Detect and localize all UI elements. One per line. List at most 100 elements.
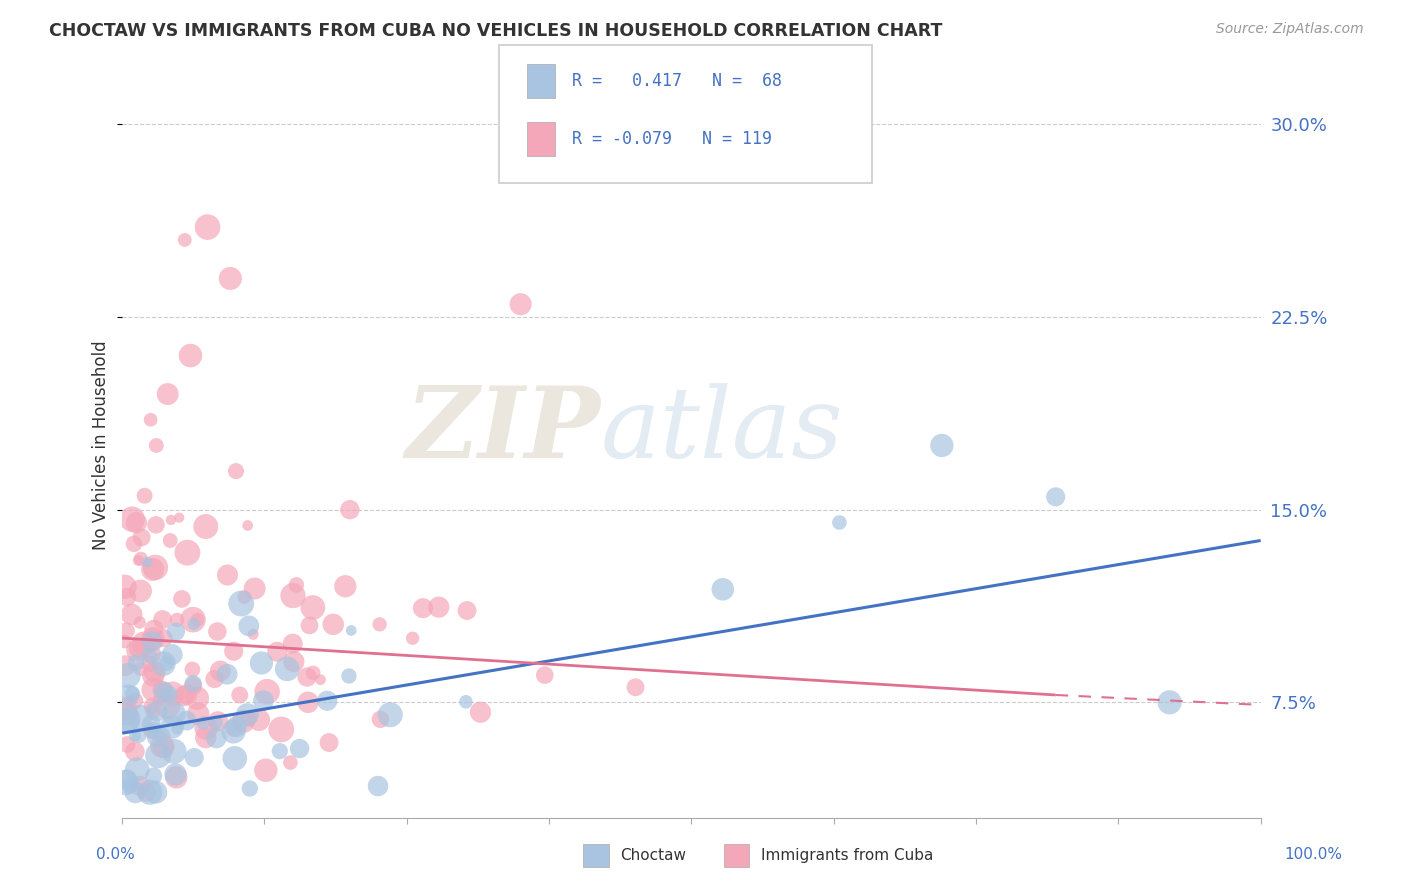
Point	[173, 233, 195, 247]
Point	[152, 657, 174, 671]
Point	[120, 693, 142, 707]
Text: ZIP: ZIP	[405, 383, 600, 479]
Point	[139, 785, 162, 799]
Point	[269, 744, 291, 758]
Point	[127, 763, 149, 777]
Point	[115, 624, 138, 638]
Point	[173, 690, 195, 704]
Point	[276, 662, 298, 676]
Point	[141, 647, 163, 661]
Point	[176, 546, 198, 560]
Point	[318, 735, 340, 749]
Point	[157, 688, 180, 702]
Point	[160, 720, 183, 734]
Point	[150, 682, 173, 697]
Point	[128, 641, 150, 656]
Point	[181, 613, 204, 627]
Point	[238, 619, 260, 633]
Point	[142, 622, 165, 636]
Point	[295, 670, 318, 684]
Point	[150, 739, 173, 753]
Point	[121, 512, 143, 526]
Point	[254, 764, 277, 778]
Point	[225, 464, 247, 478]
Point	[1045, 490, 1067, 504]
Point	[232, 714, 254, 729]
Point	[380, 707, 402, 722]
Text: Choctaw: Choctaw	[620, 848, 686, 863]
Point	[153, 685, 176, 699]
Point	[195, 721, 218, 735]
Point	[204, 672, 226, 686]
Point	[181, 662, 204, 676]
Point	[114, 658, 136, 673]
Point	[156, 387, 179, 401]
Point	[162, 687, 184, 701]
Point	[309, 673, 332, 687]
Point	[176, 714, 198, 728]
Y-axis label: No Vehicles in Household: No Vehicles in Household	[93, 341, 110, 550]
Point	[122, 537, 145, 551]
Point	[141, 717, 163, 731]
Point	[115, 590, 138, 604]
Point	[132, 637, 155, 651]
Point	[159, 533, 181, 548]
Point	[127, 553, 149, 567]
Point	[183, 750, 205, 764]
Point	[335, 579, 357, 593]
Point	[231, 597, 253, 611]
Point	[205, 731, 228, 745]
Text: 100.0%: 100.0%	[1285, 847, 1343, 862]
Point	[163, 744, 186, 758]
Point	[155, 657, 177, 671]
Point	[114, 580, 136, 594]
Point	[191, 715, 214, 730]
Point	[145, 438, 167, 452]
Point	[152, 740, 174, 755]
Point	[225, 720, 247, 734]
Point	[931, 438, 953, 452]
Text: Source: ZipAtlas.com: Source: ZipAtlas.com	[1216, 22, 1364, 37]
Point	[145, 730, 167, 744]
Point	[143, 723, 166, 738]
Point	[124, 729, 146, 743]
Point	[129, 551, 152, 566]
Point	[186, 691, 208, 706]
Point	[236, 707, 259, 722]
Text: R = -0.079   N = 119: R = -0.079 N = 119	[572, 130, 772, 148]
Point	[209, 664, 232, 678]
Point	[128, 615, 150, 630]
Point	[302, 665, 325, 680]
Point	[236, 518, 259, 533]
Point	[368, 617, 391, 632]
Point	[141, 698, 163, 713]
Point	[142, 668, 165, 682]
Point	[187, 706, 209, 721]
Point	[150, 729, 173, 743]
Point	[115, 714, 138, 728]
Point	[145, 517, 167, 532]
Point	[120, 778, 142, 792]
Point	[138, 648, 160, 663]
Point	[136, 555, 159, 569]
Point	[142, 682, 165, 697]
Point	[238, 712, 260, 726]
Point	[146, 704, 169, 718]
Point	[179, 349, 201, 363]
Text: CHOCTAW VS IMMIGRANTS FROM CUBA NO VEHICLES IN HOUSEHOLD CORRELATION CHART: CHOCTAW VS IMMIGRANTS FROM CUBA NO VEHIC…	[49, 22, 942, 40]
Point	[166, 613, 188, 627]
Point	[224, 751, 246, 765]
Point	[156, 699, 179, 714]
Point	[128, 779, 150, 793]
Point	[139, 724, 162, 739]
Point	[828, 516, 851, 530]
Point	[124, 744, 146, 758]
Point	[125, 656, 148, 670]
Point	[181, 676, 204, 690]
Point	[283, 655, 305, 669]
Point	[340, 624, 363, 638]
Text: atlas: atlas	[600, 383, 844, 478]
Point	[337, 669, 360, 683]
Point	[117, 668, 139, 682]
Point	[165, 767, 187, 781]
